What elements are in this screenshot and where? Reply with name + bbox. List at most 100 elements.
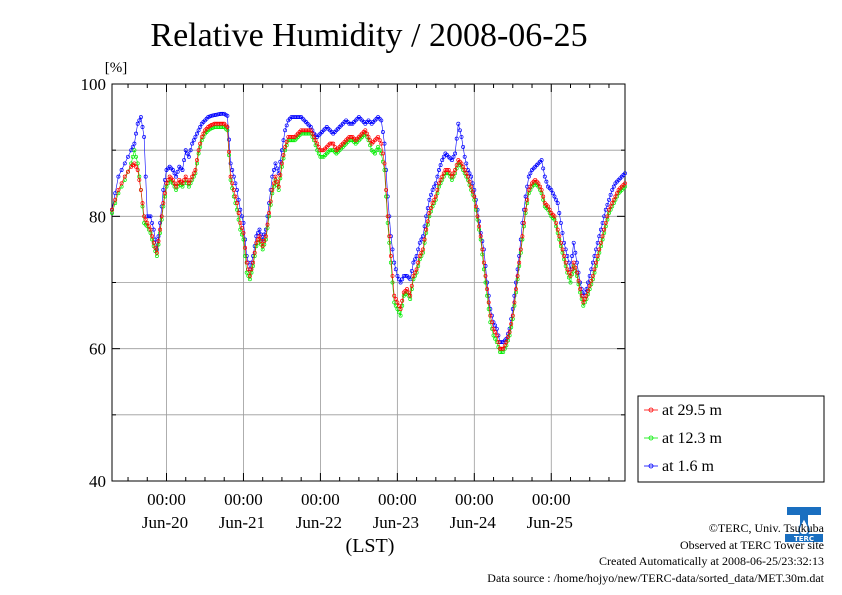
data-point [190, 141, 195, 146]
series-line [111, 126, 626, 353]
data-point [387, 234, 392, 239]
data-point [584, 293, 589, 298]
data-point [446, 168, 451, 172]
data-point [611, 197, 616, 202]
data-point [523, 207, 528, 212]
data-point [558, 220, 563, 225]
data-point [135, 168, 140, 172]
data-point [249, 267, 254, 272]
data-point [483, 264, 488, 268]
data-point [331, 141, 336, 146]
data-point [422, 237, 427, 242]
data-point [397, 310, 401, 315]
data-point [195, 131, 199, 136]
legend-item: at 1.6 m [644, 458, 715, 475]
data-point [579, 293, 584, 298]
x-tick-date-label: Jun-25 [527, 513, 573, 532]
data-point [137, 118, 142, 123]
data-point [518, 247, 523, 252]
data-point [478, 234, 483, 239]
data-point [348, 134, 353, 139]
y-axis: 40 60 80 100 [81, 75, 625, 491]
data-point [586, 288, 591, 293]
data-point [493, 330, 498, 335]
x-axis: 00:00 Jun-20 00:00 Jun-21 00:00 Jun-22 00:00 Ju… [127, 84, 610, 532]
data-point [275, 166, 280, 171]
data-point [421, 234, 425, 239]
data-point [182, 158, 187, 163]
data-point [196, 128, 201, 133]
data-point [392, 293, 397, 298]
data-point [126, 154, 130, 159]
data-point [472, 194, 477, 199]
data-point [517, 260, 522, 265]
data-point [191, 171, 196, 176]
data-point [161, 187, 166, 192]
data-point [514, 280, 518, 285]
data-point [170, 177, 175, 182]
data-point [416, 247, 421, 252]
data-point [158, 227, 163, 232]
data-point [235, 201, 239, 206]
data-point [459, 161, 464, 166]
data-point [595, 254, 600, 258]
data-point [382, 161, 387, 166]
data-point [570, 254, 575, 258]
data-point [262, 239, 267, 244]
data-point [409, 283, 414, 288]
data-point [608, 204, 613, 209]
legend-label: at 12.3 m [662, 430, 723, 447]
data-point [483, 273, 488, 278]
data-point [193, 134, 198, 139]
data-point [183, 148, 188, 153]
data-point [425, 219, 430, 224]
data-point [481, 260, 486, 265]
data-point [520, 234, 525, 239]
data-point [263, 234, 268, 239]
data-point [273, 161, 278, 166]
data-point [308, 128, 313, 133]
legend-swatch-marker [648, 463, 654, 469]
data-point [254, 240, 259, 245]
data-point [239, 225, 244, 230]
data-point [172, 171, 177, 176]
data-point [600, 234, 605, 239]
data-point [480, 252, 485, 257]
data-point [284, 123, 289, 128]
data-point [501, 346, 506, 351]
data-point [395, 300, 400, 305]
series-0 [110, 121, 627, 351]
data-point [162, 191, 167, 196]
data-point [470, 189, 475, 194]
data-point [243, 245, 248, 250]
credits: ©TERC, Univ. Tsukuba Observed at TERC To… [487, 520, 824, 586]
series-line [111, 113, 626, 343]
data-point [180, 168, 185, 172]
data-point [132, 141, 137, 146]
data-point [110, 207, 114, 212]
x-tick-date-label: Jun-23 [373, 513, 419, 532]
data-point [417, 254, 422, 258]
data-point [228, 174, 233, 179]
data-point [578, 287, 583, 292]
data-point [388, 260, 393, 265]
data-point [236, 197, 241, 202]
data-point [198, 125, 203, 129]
data-point [464, 171, 469, 176]
data-point [486, 300, 491, 305]
data-point [449, 158, 454, 163]
data-point [251, 260, 256, 265]
data-point [522, 220, 526, 225]
data-point [239, 214, 244, 219]
data-point [313, 138, 318, 143]
data-point [514, 287, 518, 292]
data-point [491, 326, 496, 331]
data-point [175, 169, 180, 174]
data-point [467, 179, 472, 184]
data-point [198, 141, 203, 146]
data-point [315, 141, 320, 146]
data-point [320, 148, 324, 153]
data-point [568, 280, 573, 285]
data-point [615, 191, 619, 196]
data-point [185, 151, 190, 156]
